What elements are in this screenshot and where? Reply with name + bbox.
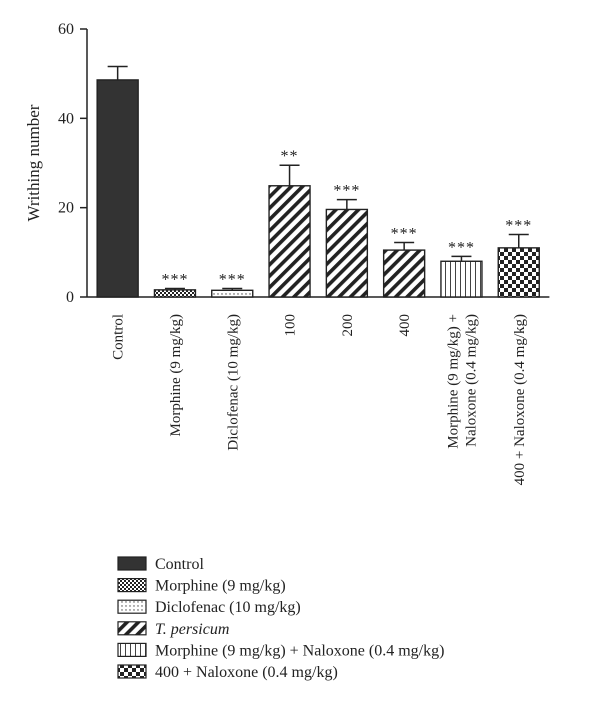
x-tick-label: Diclofenac (10 mg/kg)	[225, 314, 241, 451]
bar	[211, 289, 254, 298]
x-tick-label: Morphine (9 mg/kg) +	[445, 314, 461, 449]
bar	[325, 208, 369, 298]
y-axis-label: Writhing number	[24, 104, 43, 221]
significance-mark: **	[281, 148, 299, 165]
significance-mark: ***	[219, 272, 246, 289]
significance-mark: ***	[391, 226, 418, 243]
legend-label: Morphine (9 mg/kg)	[155, 578, 286, 595]
bar	[440, 260, 483, 298]
x-tick-label: 400	[397, 314, 413, 337]
x-tick-label: Control	[111, 314, 127, 360]
legend-swatch	[117, 599, 147, 614]
legend-label: T. persicum	[155, 621, 229, 638]
legend: Control Morphine (9 mg/kg) Diclofenac (10 …	[117, 556, 444, 681]
significance-mark: ***	[505, 217, 532, 234]
legend-label: 400 + Naloxone (0.4 mg/kg)	[155, 664, 338, 681]
legend-swatch	[117, 577, 147, 593]
bar	[96, 79, 139, 298]
legend-label: Diclofenac (10 mg/kg)	[155, 599, 301, 616]
bar	[382, 249, 426, 298]
bar	[268, 185, 311, 298]
significance-mark: ***	[448, 239, 475, 256]
x-tick-label: Naloxone (0.4 mg/kg)	[463, 314, 479, 447]
y-tick-label: 40	[58, 110, 74, 127]
bar	[153, 289, 197, 298]
x-tick-label: 400 + Naloxone (0.4 mg/kg)	[512, 314, 528, 485]
legend-label: Morphine (9 mg/kg) + Naloxone (0.4 mg/kg…	[155, 642, 444, 659]
bars: *** *****************	[96, 65, 540, 298]
x-tick-labels: Control Morphine (9 mg/kg) Diclofenac (10 …	[111, 314, 528, 485]
legend-swatch	[117, 621, 147, 636]
bar	[497, 247, 540, 298]
legend-label: Control	[155, 556, 204, 573]
legend-swatch	[117, 642, 147, 658]
x-tick-label: 200	[340, 314, 356, 337]
legend-swatch	[117, 664, 147, 679]
significance-mark: ***	[161, 272, 188, 289]
y-tick-label: 60	[58, 21, 74, 38]
significance-mark: ***	[333, 183, 360, 200]
legend-swatch	[117, 556, 147, 571]
x-tick-label: Morphine (9 mg/kg)	[168, 314, 184, 436]
x-tick-label: 100	[283, 314, 299, 337]
y-tick-label: 20	[58, 200, 74, 217]
y-tick-label: 0	[66, 289, 74, 306]
